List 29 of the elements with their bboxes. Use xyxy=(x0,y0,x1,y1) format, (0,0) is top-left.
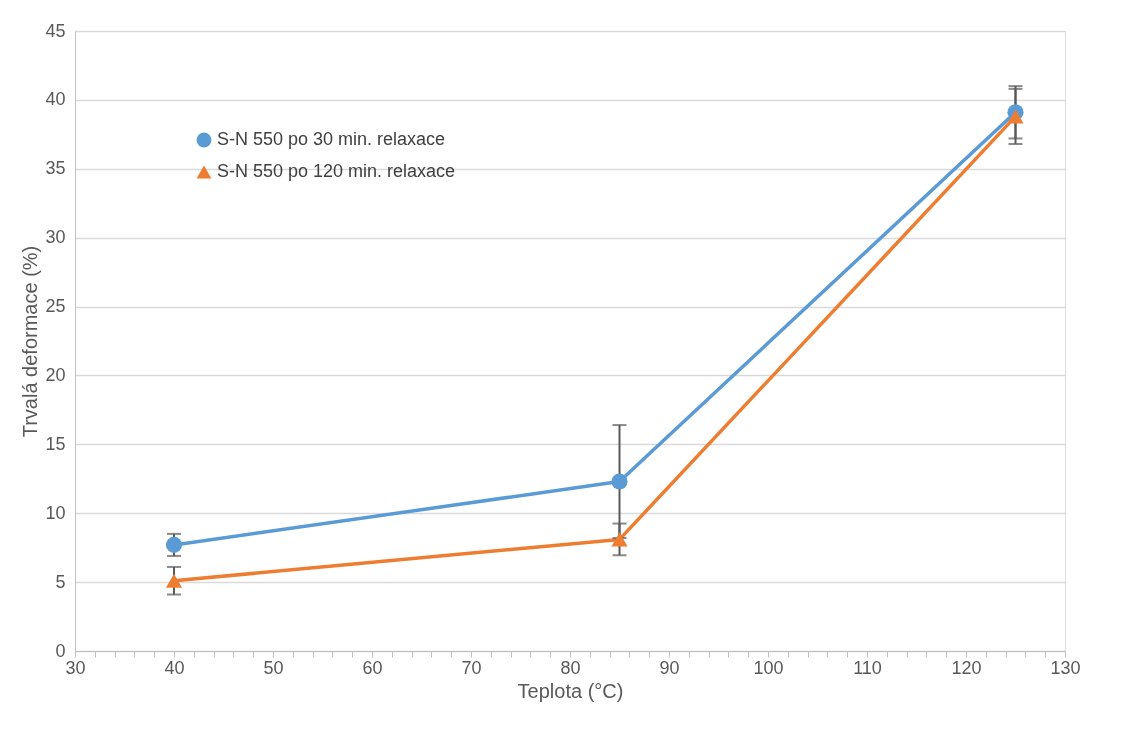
x-axis-title: Teplota (°C) xyxy=(517,679,624,702)
y-axis-title: Trvalá deformace (%) xyxy=(19,245,42,438)
y-tick-label: 45 xyxy=(45,20,66,41)
x-tick-label: 90 xyxy=(659,657,680,678)
x-tick-label: 120 xyxy=(951,657,982,678)
legend-label: S-N 550 po 30 min. relaxace xyxy=(217,129,446,149)
y-tick-label: 25 xyxy=(45,296,66,317)
x-tick-label: 70 xyxy=(461,657,482,678)
point xyxy=(165,536,183,553)
x-tick-label: 100 xyxy=(753,657,784,678)
point xyxy=(611,532,628,547)
point xyxy=(611,473,628,490)
point xyxy=(165,573,183,588)
x-tick-label: 60 xyxy=(362,657,383,678)
x-tick-label: 110 xyxy=(853,657,882,678)
y-tick-label: 35 xyxy=(45,158,66,179)
x-tick-label: 40 xyxy=(164,657,185,678)
y-tick-label: 40 xyxy=(45,89,66,110)
y-tick-label: 0 xyxy=(55,640,66,661)
x-tick-label: 80 xyxy=(560,657,581,678)
x-tick-label: 50 xyxy=(263,657,284,678)
y-tick-label: 5 xyxy=(55,571,66,592)
y-tick-label: 15 xyxy=(45,433,66,454)
legend-label: S-N 550 po 120 min. relaxace xyxy=(217,161,456,181)
x-tick-label: 130 xyxy=(1050,657,1081,678)
point xyxy=(1007,109,1024,124)
y-tick-label: 30 xyxy=(45,227,66,248)
y-tick-label: 10 xyxy=(45,502,66,523)
y-tick-label: 20 xyxy=(45,364,66,385)
